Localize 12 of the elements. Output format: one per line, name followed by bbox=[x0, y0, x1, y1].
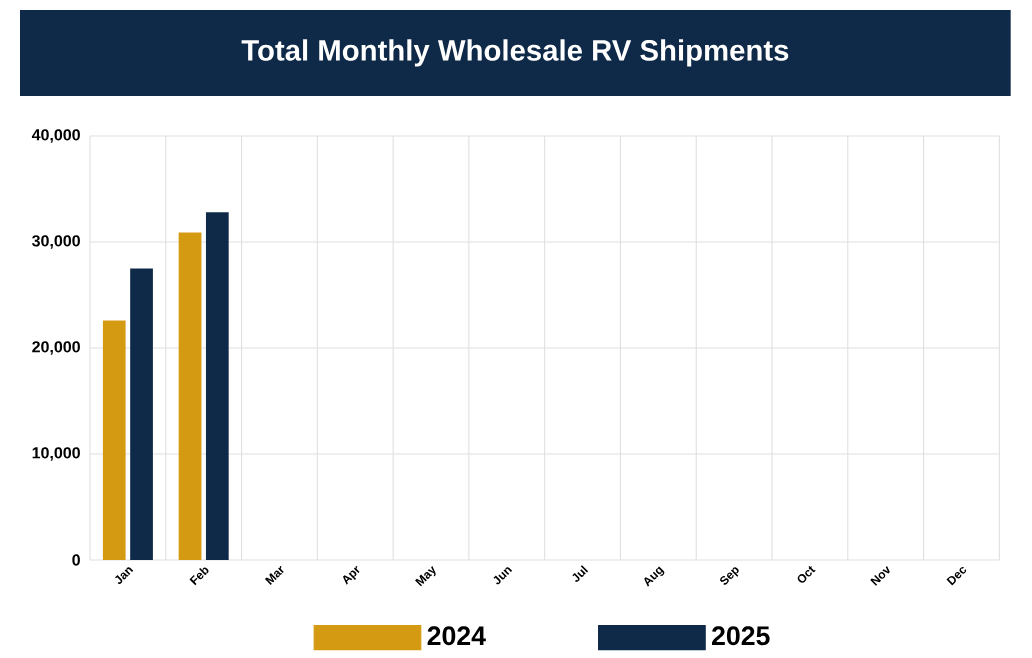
y-tick-label: 0 bbox=[72, 554, 80, 566]
y-tick-label: 10,000 bbox=[32, 447, 80, 461]
legend-label: 2025 bbox=[711, 626, 770, 646]
bar bbox=[102, 320, 126, 560]
y-tick-label: 40,000 bbox=[31, 129, 80, 143]
bar bbox=[205, 212, 229, 560]
legend-label: 2024 bbox=[427, 626, 486, 646]
y-tick-label: 20,000 bbox=[32, 341, 80, 355]
y-tick-label: 30,000 bbox=[32, 235, 80, 249]
bar bbox=[178, 232, 202, 560]
bar bbox=[130, 268, 153, 560]
chart-title: Total Monthly Wholesale RV Shipments bbox=[241, 39, 789, 67]
